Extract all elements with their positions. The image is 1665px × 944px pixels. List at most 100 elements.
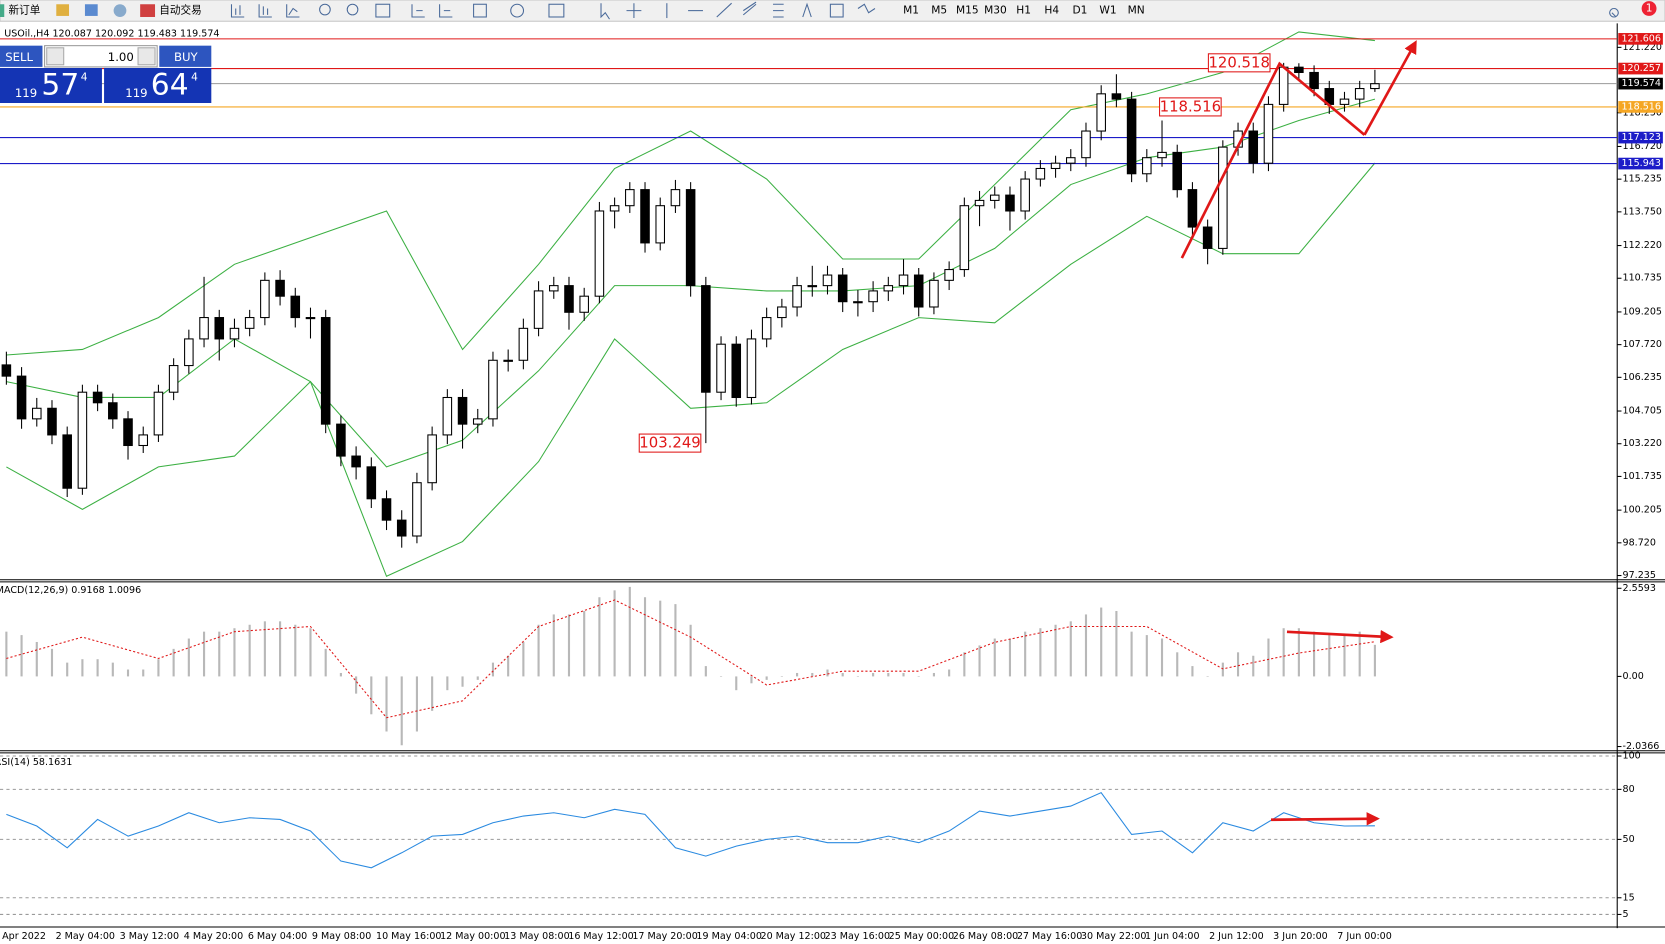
lots-decrease[interactable]: [46, 47, 65, 66]
trade-panel: SELL 1.00 BUY 119 57 4 119 64 4: [0, 45, 212, 104]
macd-bar: [750, 676, 753, 684]
macd-bar: [385, 676, 388, 732]
time-label: 9 May 08:00: [312, 931, 371, 942]
bid-big: 119: [15, 86, 37, 100]
timeframe-button[interactable]: M15: [956, 4, 979, 17]
macd-bar: [279, 621, 282, 677]
candle-body: [366, 466, 377, 500]
timeframe-button[interactable]: D1: [1072, 4, 1087, 17]
macd-bar: [978, 645, 981, 677]
candle-body: [1157, 151, 1167, 159]
candle-body: [533, 290, 544, 329]
candle-body: [822, 274, 833, 287]
y-tick-label: 112.220: [1623, 240, 1662, 251]
rsi-arrow[interactable]: [1271, 812, 1380, 826]
candle-body: [1081, 130, 1091, 159]
sell-button[interactable]: [0, 45, 43, 67]
macd-bar: [1328, 635, 1331, 677]
timeframe-button[interactable]: W1: [1099, 4, 1116, 17]
rsi-title: RSI(14) 58.1631: [0, 757, 72, 768]
lots-input[interactable]: [44, 45, 158, 68]
candle-body: [929, 279, 939, 308]
bid-box[interactable]: [0, 67, 102, 104]
timeframe-button[interactable]: H4: [1044, 4, 1059, 17]
price-annotation: 120.518: [1208, 53, 1269, 71]
bid-pip: 4: [81, 71, 88, 84]
candle-body: [549, 285, 559, 292]
buy-label[interactable]: BUY: [174, 50, 199, 64]
plots: 120.518 118.516 103.249: [0, 31, 1618, 915]
macd-bar: [1252, 655, 1255, 677]
macd-arrow[interactable]: [1286, 629, 1394, 644]
candle-body: [1263, 103, 1274, 164]
candle-body: [959, 205, 970, 271]
price-level-box: [1618, 62, 1663, 75]
candle-body: [260, 279, 270, 319]
candle-body: [62, 434, 72, 489]
y-tick-label: 116.720: [1623, 141, 1662, 152]
macd-bar: [963, 652, 966, 677]
candle-body: [701, 285, 711, 393]
icon[interactable]: [140, 4, 156, 17]
candle-body: [974, 199, 985, 207]
candle-body: [898, 274, 909, 287]
macd-bar: [1221, 662, 1224, 677]
macd-bar: [96, 659, 99, 677]
icon[interactable]: [113, 4, 127, 17]
macd-bar: [446, 676, 449, 691]
time-label: 6 May 04:00: [248, 931, 307, 942]
timeframe-button[interactable]: H1: [1016, 4, 1031, 17]
macd-bar: [735, 676, 738, 691]
candle-body: [670, 189, 681, 207]
macd-bar: [856, 676, 859, 677]
candle-body: [1035, 167, 1046, 180]
icon[interactable]: [56, 4, 70, 16]
trend-arrow[interactable]: [1363, 40, 1417, 136]
candle-body: [138, 434, 149, 447]
toolbar-icons[interactable]: [230, 1, 1619, 20]
candle-body: [1050, 162, 1061, 170]
candle-body: [792, 285, 802, 308]
candle-body: [1, 364, 12, 377]
timeframe-button[interactable]: M30: [984, 4, 1007, 17]
macd-bar: [294, 624, 297, 677]
icon[interactable]: [84, 4, 98, 16]
candle-body: [275, 279, 285, 297]
macd-bar: [932, 672, 935, 677]
macd-bar: [50, 648, 54, 677]
time-label: 3 Jun 20:00: [1273, 931, 1328, 942]
toolbar-bg: [0, 0, 1665, 22]
timeframe-button[interactable]: MN: [1128, 4, 1145, 17]
macd-bar: [355, 676, 358, 694]
candle-body: [1370, 83, 1380, 90]
candle-body: [1187, 189, 1198, 228]
time-label: 26 May 08:00: [953, 931, 1018, 942]
sell-label[interactable]: SELL: [5, 50, 33, 64]
time-label: 23 May 16:00: [825, 931, 890, 942]
drawn-arrows[interactable]: [1180, 40, 1417, 826]
macd-bar: [1024, 631, 1027, 677]
ask-box[interactable]: [104, 67, 212, 104]
macd-bar: [902, 672, 905, 677]
buy-button[interactable]: [159, 45, 212, 67]
auto-trading[interactable]: 自动交易: [159, 4, 201, 17]
y-tick-label: 115.235: [1623, 174, 1662, 185]
macd-bar: [552, 614, 555, 677]
lots-value[interactable]: 1.00: [108, 50, 134, 64]
candle-body: [351, 455, 361, 468]
lots-increase[interactable]: [137, 47, 156, 66]
macd-bar: [993, 638, 996, 677]
macd-bar: [1236, 652, 1240, 677]
notification-badge[interactable]: [1641, 1, 1657, 16]
macd-bar: [780, 676, 783, 677]
notification-count: 1: [1646, 1, 1653, 14]
trend-line[interactable]: [1180, 61, 1366, 259]
y-tick-label: 0.00: [1623, 671, 1644, 682]
timeframe-button[interactable]: M5: [931, 4, 947, 17]
new-order[interactable]: 新订单: [8, 4, 40, 17]
candle-body: [214, 317, 225, 340]
y-tick-label: 121.220: [1623, 42, 1662, 53]
timeframe-button[interactable]: M1: [903, 4, 919, 17]
candle-body: [1248, 130, 1259, 164]
macd-bar: [1206, 676, 1209, 677]
